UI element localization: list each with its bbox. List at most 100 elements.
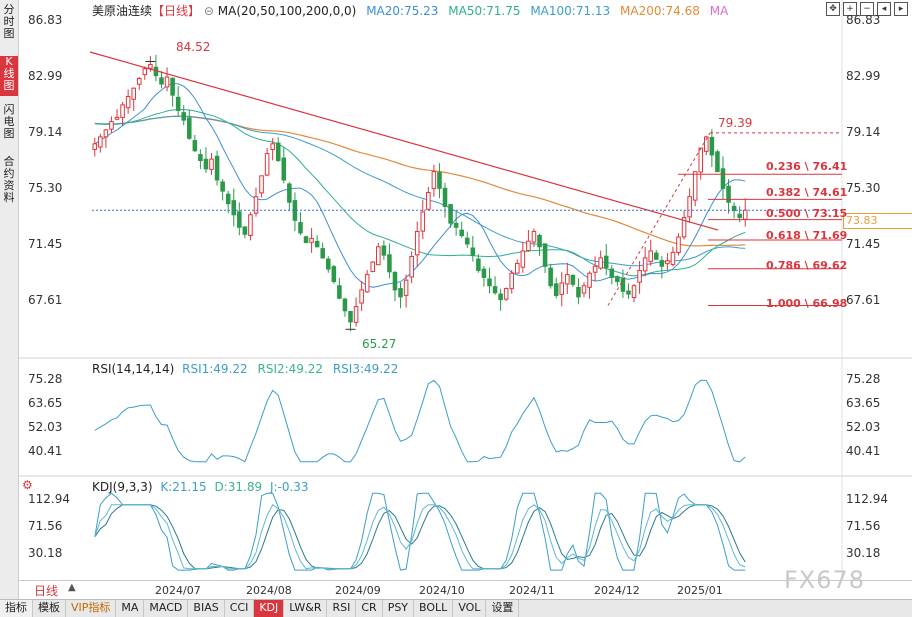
move-left-icon[interactable]: ◂: [877, 2, 891, 16]
symbol-name: 美原油连续: [92, 4, 153, 18]
candle-body: [325, 258, 331, 270]
candle-body: [503, 288, 509, 300]
period-tag: 【日线】: [152, 4, 201, 18]
date-label-0: 2024/07: [155, 584, 201, 597]
kdj-axis-left-0: 112.94: [28, 492, 70, 506]
candle-body: [187, 117, 192, 139]
candle-body: [120, 104, 125, 118]
tab-vol[interactable]: VOL: [453, 600, 487, 617]
candle-body: [403, 279, 409, 296]
tab-vip-indicators[interactable]: VIP指标: [66, 600, 117, 617]
tab-cr[interactable]: CR: [356, 600, 383, 617]
period-selector[interactable]: 日线 ▲: [18, 580, 88, 598]
price-axis-right-4: 71.45: [846, 237, 881, 251]
tab-lwr[interactable]: LW&R: [284, 600, 328, 617]
price-axis-right-0: 86.83: [846, 13, 881, 27]
candle-body: [537, 234, 542, 248]
candle-body: [709, 136, 715, 156]
rsi-axis-right-1: 63.65: [846, 396, 881, 410]
expand-icon[interactable]: ✥: [826, 2, 840, 16]
candle-body: [142, 68, 148, 76]
candle-body: [303, 236, 309, 244]
tab-settings[interactable]: 设置: [486, 600, 520, 617]
period-dropdown-icon[interactable]: ▲: [68, 582, 76, 593]
move-right-icon[interactable]: ▸: [894, 2, 908, 16]
rsi-header: RSI(14,14,14) RSI1:49.22 RSI2:49.22 RSI3…: [92, 362, 398, 376]
tab-cci[interactable]: CCI: [225, 600, 255, 617]
candle-body: [653, 252, 659, 260]
price-axis-right-5: 67.61: [846, 293, 881, 307]
candle-body: [125, 96, 131, 109]
candle-body: [542, 243, 548, 267]
date-label-1: 2024/08: [246, 584, 292, 597]
candle-body: [648, 250, 653, 262]
candle-body: [370, 261, 376, 272]
candle-body: [448, 204, 453, 224]
candle-body: [348, 310, 353, 323]
candle-body: [392, 271, 398, 291]
candle-body: [248, 214, 253, 236]
date-axis: 2024/07 2024/08 2024/09 2024/10 2024/11 …: [18, 580, 912, 599]
rsi-axis-right-3: 40.41: [846, 444, 881, 458]
candle-body: [570, 274, 576, 285]
candle-body: [353, 306, 359, 323]
kline-chart[interactable]: [18, 0, 912, 580]
tab-timeshare[interactable]: 分时图: [3, 3, 15, 40]
kdj-j-value: J:-0.33: [269, 480, 309, 494]
candle-body: [275, 142, 281, 162]
tab-indicators[interactable]: 指标: [0, 600, 33, 617]
candle-body: [281, 157, 287, 181]
kdj-axis-right-0: 112.94: [846, 492, 888, 506]
rsi3-value: RSI3:49.22: [332, 362, 399, 376]
price-axis-right-3: 75.30: [846, 181, 881, 195]
ma-extra-value: MA: [709, 4, 729, 18]
kdj-d-line: [94, 504, 746, 570]
settings-icon[interactable]: ⊝: [203, 4, 214, 18]
candle-body: [203, 158, 209, 170]
candle-body: [687, 196, 692, 218]
candle-body: [136, 77, 142, 85]
tab-kline[interactable]: K线图: [0, 56, 18, 96]
candle-body: [509, 272, 515, 290]
tab-kdj[interactable]: KDJ: [254, 600, 285, 617]
candle-body: [225, 193, 231, 205]
fib-label-0786: 0.786 \ 69.62: [766, 259, 848, 272]
tab-macd[interactable]: MACD: [144, 600, 189, 617]
zoom-in-icon[interactable]: +: [843, 2, 857, 16]
kdj-axis-left-1: 71.56: [28, 519, 63, 533]
candle-body: [270, 143, 275, 150]
fib-label-0236: 0.236 \ 76.41: [766, 160, 848, 173]
candle-body: [676, 236, 681, 253]
candle-body: [259, 175, 264, 194]
tab-contract-info[interactable]: 合约资料: [3, 155, 15, 204]
kdj-settings-icon[interactable]: ⚙: [22, 478, 33, 492]
tab-ma[interactable]: MA: [116, 600, 145, 617]
ma20-line: [94, 82, 746, 288]
tab-bias[interactable]: BIAS: [188, 600, 225, 617]
candle-body: [114, 116, 120, 120]
candle-body: [704, 136, 709, 152]
candle-body: [387, 254, 392, 273]
tab-psy[interactable]: PSY: [383, 600, 415, 617]
candle-body: [359, 289, 364, 304]
candle-body: [242, 226, 248, 235]
candle-body: [314, 240, 320, 248]
candle-body: [253, 196, 259, 214]
candle-body: [498, 293, 503, 301]
candle-body: [381, 245, 387, 256]
candle-body: [526, 240, 531, 252]
tab-templates[interactable]: 模板: [33, 600, 66, 617]
fib-label-0500: 0.500 \ 73.15: [766, 207, 848, 220]
tab-flash[interactable]: 闪电图: [3, 103, 15, 140]
ma50-line: [94, 108, 746, 277]
swing-high-label: 79.39: [718, 116, 753, 130]
kdj-axis-right-2: 30.18: [846, 546, 881, 560]
kdj-header: KDJ(9,3,3) K:21.15 D:31.89 J:-0.33: [92, 480, 309, 494]
date-label-2: 2024/09: [335, 584, 381, 597]
candle-body: [698, 147, 704, 173]
candle-body: [459, 229, 464, 237]
zoom-out-icon[interactable]: −: [860, 2, 874, 16]
tab-boll[interactable]: BOLL: [414, 600, 454, 617]
tab-rsi[interactable]: RSI: [327, 600, 357, 617]
candle-body: [492, 286, 498, 294]
